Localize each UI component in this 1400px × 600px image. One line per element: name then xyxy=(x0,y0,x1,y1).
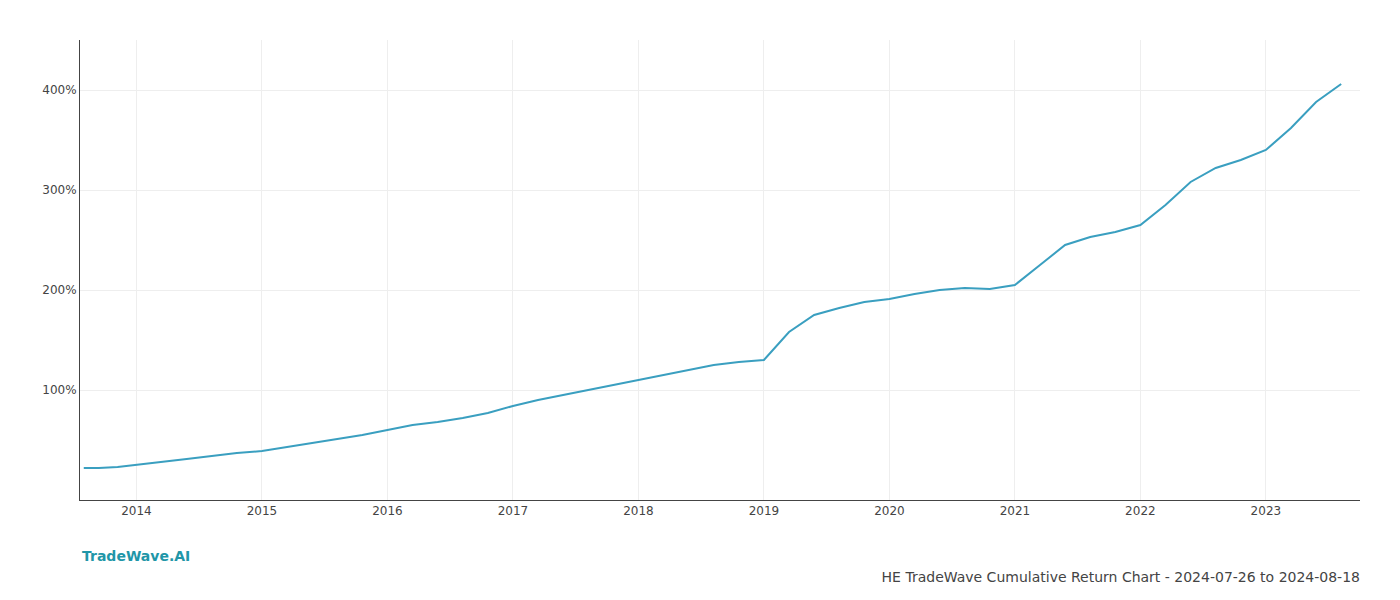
svg-text:HE TradeWave Cumulative Return: HE TradeWave Cumulative Return Chart - 2… xyxy=(882,569,1360,585)
svg-text:200%: 200% xyxy=(42,283,76,297)
svg-text:2014: 2014 xyxy=(121,504,152,518)
svg-text:2023: 2023 xyxy=(1251,504,1282,518)
svg-text:TradeWave.AI: TradeWave.AI xyxy=(82,548,190,564)
svg-text:300%: 300% xyxy=(42,183,76,197)
svg-text:2020: 2020 xyxy=(874,504,905,518)
svg-text:2015: 2015 xyxy=(247,504,278,518)
svg-text:2016: 2016 xyxy=(372,504,403,518)
svg-text:100%: 100% xyxy=(42,383,76,397)
svg-text:2018: 2018 xyxy=(623,504,654,518)
svg-text:2021: 2021 xyxy=(1000,504,1031,518)
svg-text:2019: 2019 xyxy=(749,504,780,518)
svg-text:2017: 2017 xyxy=(498,504,529,518)
svg-text:2022: 2022 xyxy=(1125,504,1156,518)
svg-text:400%: 400% xyxy=(42,83,76,97)
